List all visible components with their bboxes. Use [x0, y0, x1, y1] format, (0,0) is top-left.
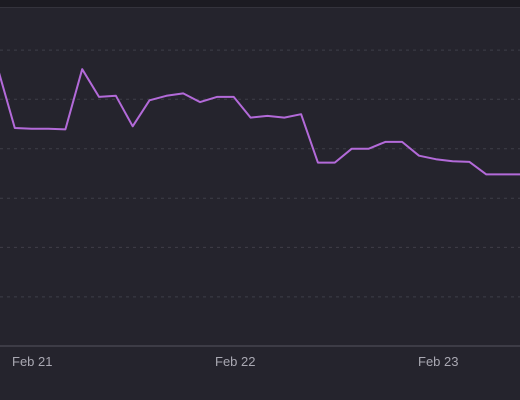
top-bar — [0, 0, 520, 8]
x-axis-ticks: Feb 21 Feb 22 Feb 23 — [12, 354, 458, 369]
x-tick-label-feb-23: Feb 23 — [418, 354, 458, 369]
x-tick-label-feb-22: Feb 22 — [215, 354, 255, 369]
series-line-0 — [0, 68, 520, 176]
x-tick-label-feb-21: Feb 21 — [12, 354, 52, 369]
grid-lines — [0, 49, 520, 298]
